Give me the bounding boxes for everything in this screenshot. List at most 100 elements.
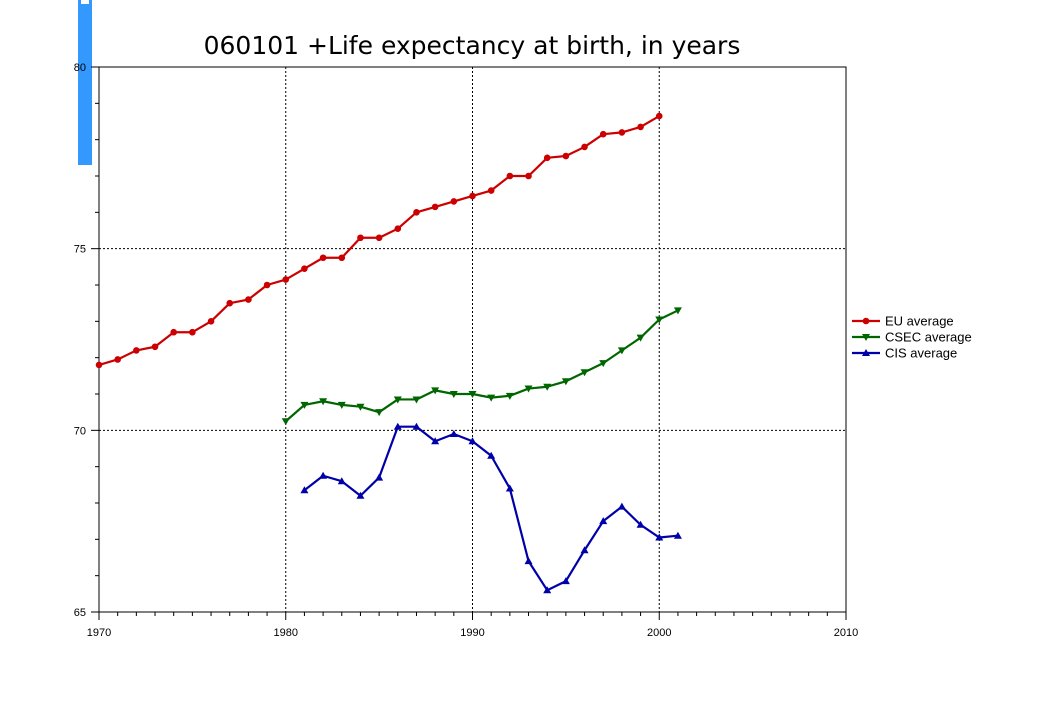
y-tick-label: 80 [74, 62, 86, 74]
data-point [207, 318, 215, 325]
legend-marker [862, 334, 870, 341]
legend-label: CIS average [885, 346, 957, 361]
legend-marker [862, 349, 870, 356]
data-point [245, 296, 252, 303]
series-1 [281, 307, 682, 426]
data-point [412, 422, 421, 430]
data-point [637, 123, 644, 131]
grid-lines [99, 67, 846, 612]
data-point [282, 276, 290, 283]
data-series [95, 112, 682, 594]
data-point [561, 577, 570, 585]
data-point [375, 234, 383, 242]
x-tick-label: 1980 [274, 627, 298, 639]
data-point [413, 209, 420, 216]
data-point [580, 369, 589, 377]
x-tick-label: 1970 [87, 627, 111, 639]
accent-bar-highlight [81, 0, 89, 4]
data-point [393, 396, 402, 404]
data-point [151, 343, 159, 351]
legend-item: CSEC average [852, 330, 972, 345]
data-point [487, 187, 495, 194]
data-point [505, 484, 514, 492]
data-point [449, 429, 458, 437]
data-point [263, 281, 271, 289]
data-point [525, 172, 532, 180]
data-point [673, 307, 682, 315]
data-point [393, 422, 402, 430]
series-line [285, 309, 679, 423]
data-point [487, 451, 496, 459]
data-point [375, 409, 384, 417]
data-point [636, 334, 645, 342]
data-point [618, 129, 626, 136]
legend-marker [862, 317, 870, 325]
legend-item: EU average [852, 314, 954, 329]
data-point [431, 203, 439, 211]
data-point [356, 491, 365, 499]
data-point [580, 546, 589, 554]
data-point [170, 328, 177, 336]
data-point [506, 172, 514, 180]
legend-label: EU average [885, 314, 954, 329]
data-point [375, 473, 384, 481]
data-point [468, 437, 477, 445]
legend-label: CSEC average [885, 330, 972, 345]
data-point [301, 265, 308, 272]
x-tick-label: 2010 [834, 627, 858, 639]
axis-ticks [91, 66, 847, 620]
data-point [655, 112, 663, 120]
data-point [524, 557, 533, 565]
y-tick-label: 75 [74, 244, 86, 256]
data-point [468, 391, 477, 398]
data-point [431, 387, 440, 395]
x-tick-label: 2000 [647, 627, 671, 639]
data-point [543, 586, 552, 594]
data-point [114, 356, 121, 363]
data-point [599, 517, 608, 525]
data-point [300, 401, 309, 409]
legend-item: CIS average [852, 346, 957, 361]
data-point [356, 403, 365, 411]
y-tick-label: 65 [74, 607, 86, 619]
axis-tick-labels: 1970 1980 1990 2000 2010 65 70 75 80 [74, 62, 858, 639]
data-point [189, 328, 196, 336]
series-2 [300, 422, 682, 594]
accent-bar [78, 0, 92, 165]
data-point [95, 361, 103, 369]
data-point [655, 533, 664, 541]
data-point [337, 401, 346, 409]
data-point [319, 254, 327, 262]
data-point [617, 502, 626, 510]
chart-title: 060101 +Life expectancy at birth, in yea… [204, 31, 741, 60]
series-0 [95, 112, 663, 369]
data-point [226, 299, 234, 307]
data-point [337, 477, 346, 485]
data-point [543, 154, 551, 162]
data-point [599, 130, 607, 138]
data-point [562, 152, 570, 160]
data-point [505, 392, 514, 400]
data-point [524, 385, 533, 393]
data-point [319, 398, 328, 406]
data-point [449, 391, 458, 398]
data-point [281, 418, 290, 426]
data-point [617, 347, 626, 355]
data-point [543, 383, 552, 391]
data-point [673, 531, 682, 539]
data-point [319, 471, 328, 479]
data-point [581, 143, 588, 151]
data-point [431, 437, 440, 445]
data-point [338, 254, 346, 262]
data-point [394, 225, 402, 232]
data-point [300, 486, 309, 494]
data-point [655, 316, 664, 324]
y-tick-label: 70 [74, 425, 86, 437]
data-point [469, 192, 476, 200]
data-point [357, 234, 364, 242]
data-point [412, 396, 421, 404]
x-tick-label: 1990 [460, 627, 484, 639]
data-point [636, 520, 645, 528]
